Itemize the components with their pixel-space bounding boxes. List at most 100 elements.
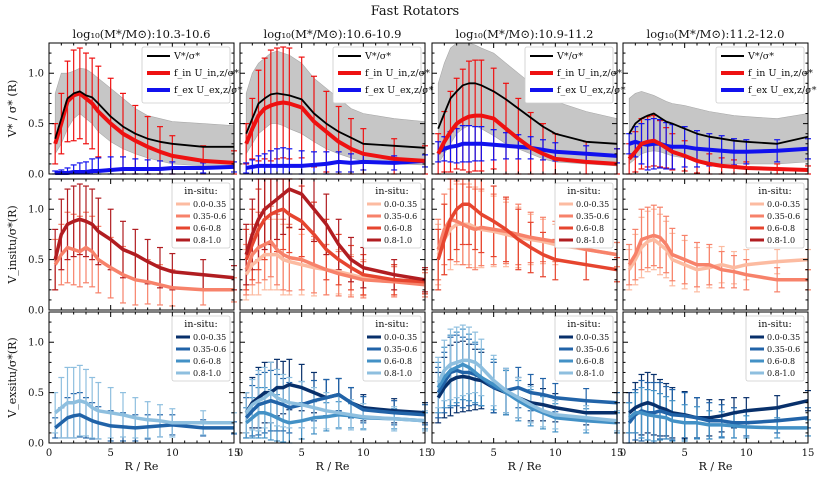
panel-row2-col3: in-situ: 0.0-0.35 0.35-0.6 0.6-0.8 0.8-1.0 <box>431 178 620 311</box>
legend-label: f_ex U_ex,z/σ* <box>174 85 243 96</box>
x-tick-label: 5 <box>298 448 304 459</box>
legend-label: 0.0-0.35 <box>767 200 800 209</box>
panel-row3-col3: 0 5 10 15 in-situ: 0.0-0.35 0.35-0.6 0.6-0.8 0.8… <box>429 311 623 459</box>
legend-label: 0.0-0.35 <box>576 200 609 209</box>
legend-label: 0.6-0.8 <box>384 357 412 366</box>
legend-title: in-situ: <box>375 319 408 330</box>
legend-label: f_in U_in,z/σ* <box>174 68 239 79</box>
panel-frame <box>239 311 426 444</box>
legend-label: 0.6-0.8 <box>767 224 795 233</box>
legend-label: 0.6-0.8 <box>767 357 795 366</box>
legend-label: 0.0-0.35 <box>193 200 226 209</box>
panel-frame <box>431 42 618 175</box>
legend-label: f_in U_in,z/σ* <box>557 68 622 79</box>
panel-frame <box>431 311 618 444</box>
panel-grid: log₁₀(M*/M⊙):10.3-10.6 log₁₀(M*/M⊙):10.6-… <box>6 27 817 473</box>
legend-label: 0.8-1.0 <box>576 369 604 378</box>
legend-label: 0.6-0.8 <box>576 357 604 366</box>
legend-label: 0.0-0.35 <box>193 333 226 342</box>
legend-box <box>554 182 614 249</box>
x-tick-label: 5 <box>490 448 496 459</box>
insitu-line <box>436 113 618 166</box>
panel-frame <box>48 42 235 175</box>
legend-label: V*/σ* <box>556 51 583 62</box>
x-tick-label: 10 <box>357 448 370 459</box>
legend-title: in-situ: <box>184 186 217 197</box>
x-axis-label: R / Re <box>699 460 733 473</box>
insitu-line <box>244 100 426 163</box>
y-tick-label: 0.0 <box>28 439 44 450</box>
bin-2-line <box>54 413 234 430</box>
panel-frame <box>622 311 809 444</box>
column-title: log₁₀(M*/M⊙):11.2-12.0 <box>647 27 785 41</box>
y-tick-label: 0.0 <box>28 306 44 317</box>
legend-title: in-situ: <box>567 186 600 197</box>
y-tick-label: 1.0 <box>28 205 44 216</box>
legend-label: V*/σ* <box>747 51 774 62</box>
total-line <box>437 82 618 145</box>
bin-1-line <box>244 382 426 415</box>
x-tick-label: 10 <box>166 448 179 459</box>
x-tick-label: 0 <box>620 448 626 459</box>
legend-box <box>745 182 805 249</box>
y-axis-label: V_insitu/σ*(R) <box>6 205 19 284</box>
insitu-line <box>627 138 809 172</box>
legend-label: V*/σ* <box>173 51 200 62</box>
bin-2-line <box>627 409 809 425</box>
legend-label: 0.6-0.8 <box>576 224 604 233</box>
bin-3-line <box>436 362 618 425</box>
legend-label: 0.35-0.6 <box>193 345 226 354</box>
total-line <box>54 90 234 148</box>
legend-label: 0.35-0.6 <box>384 212 417 221</box>
x-tick-label: 0 <box>429 448 435 459</box>
legend-title: in-situ: <box>184 319 217 330</box>
legend-label: f_ex U_ex,z/σ* <box>557 85 626 96</box>
legend-label: 0.6-0.8 <box>193 357 221 366</box>
legend-box <box>171 182 231 249</box>
y-axis-label: V* / σ* (R) <box>6 80 19 139</box>
bin-4-line <box>244 187 426 282</box>
column-title: log₁₀(M*/M⊙):10.6-10.9 <box>264 27 402 41</box>
y-tick-label: 1.0 <box>28 338 44 349</box>
bin-3-line <box>244 207 426 284</box>
bin-4-line <box>244 390 426 423</box>
panel-row1-col2: V*/σ* f_in U_in,z/σ* f_ex U_ex,z/σ* <box>239 42 434 175</box>
bin-3-line <box>436 202 618 272</box>
y-tick-label: 0.5 <box>28 388 44 399</box>
x-tick-label: 15 <box>419 448 432 459</box>
panel-row3-col1: 0 5 10 15 0.0 0.5 1.0 in-situ: 0.0-0.35 0.35-0.6 0… <box>28 311 240 459</box>
panel-row3-col4: 0 5 10 15 in-situ: 0.0-0.35 0.35-0.6 0.6-0.8 0.8… <box>620 311 814 459</box>
legend-label: 0.8-1.0 <box>384 236 412 245</box>
x-axis-label: R / Re <box>316 460 350 473</box>
panel-row2-col4: in-situ: 0.0-0.35 0.35-0.6 0.6-0.8 0.8-1.0 <box>622 178 811 311</box>
legend-label: f_ex U_ex,z/σ* <box>748 85 817 96</box>
legend-label: 0.35-0.6 <box>576 345 609 354</box>
legend-label: 0.6-0.8 <box>384 224 412 233</box>
legend-label: 0.6-0.8 <box>193 224 221 233</box>
legend-label: 0.8-1.0 <box>193 236 221 245</box>
column-title: log₁₀(M*/M⊙):10.3-10.6 <box>73 27 211 41</box>
exsitu-line <box>245 158 426 170</box>
bin-1-line <box>627 237 809 272</box>
legend-box <box>171 315 231 382</box>
panel-frame <box>48 311 235 444</box>
legend-label: 0.0-0.35 <box>767 333 800 342</box>
exsitu-line <box>55 164 235 175</box>
panel-frame <box>431 178 618 311</box>
legend-box <box>362 315 422 382</box>
column-title: log₁₀(M*/M⊙):10.9-11.2 <box>456 27 594 41</box>
legend-label: 0.8-1.0 <box>767 369 795 378</box>
y-tick-label: 0.0 <box>28 170 44 181</box>
legend-label: 0.8-1.0 <box>193 369 221 378</box>
total-line <box>245 92 426 149</box>
bin-4-line <box>54 398 234 425</box>
legend-label: 0.35-0.6 <box>767 345 800 354</box>
bin-2-line <box>436 217 618 257</box>
panel-frame <box>48 178 235 311</box>
y-axis-label: V_exsitu/σ*(R) <box>6 337 19 418</box>
legend-label: 0.0-0.35 <box>384 200 417 209</box>
panel-frame <box>622 178 809 311</box>
panel-row2-col2: in-situ: 0.0-0.35 0.35-0.6 0.6-0.8 0.8-1.0 <box>239 178 428 311</box>
legend-title: in-situ: <box>758 319 791 330</box>
